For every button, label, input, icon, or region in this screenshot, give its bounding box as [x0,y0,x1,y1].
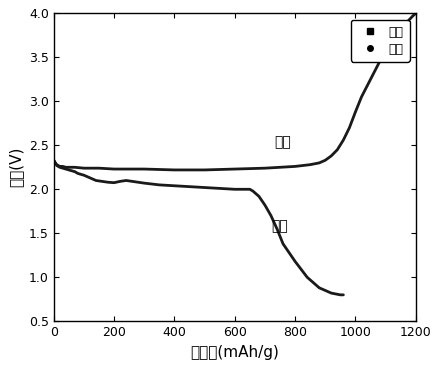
Legend: 放电, 充电: 放电, 充电 [351,20,410,62]
X-axis label: 比容量(mAh/g): 比容量(mAh/g) [191,345,279,360]
Text: 放电: 放电 [271,219,288,233]
Y-axis label: 电压(V): 电压(V) [8,147,23,187]
Text: 充电: 充电 [274,135,291,149]
